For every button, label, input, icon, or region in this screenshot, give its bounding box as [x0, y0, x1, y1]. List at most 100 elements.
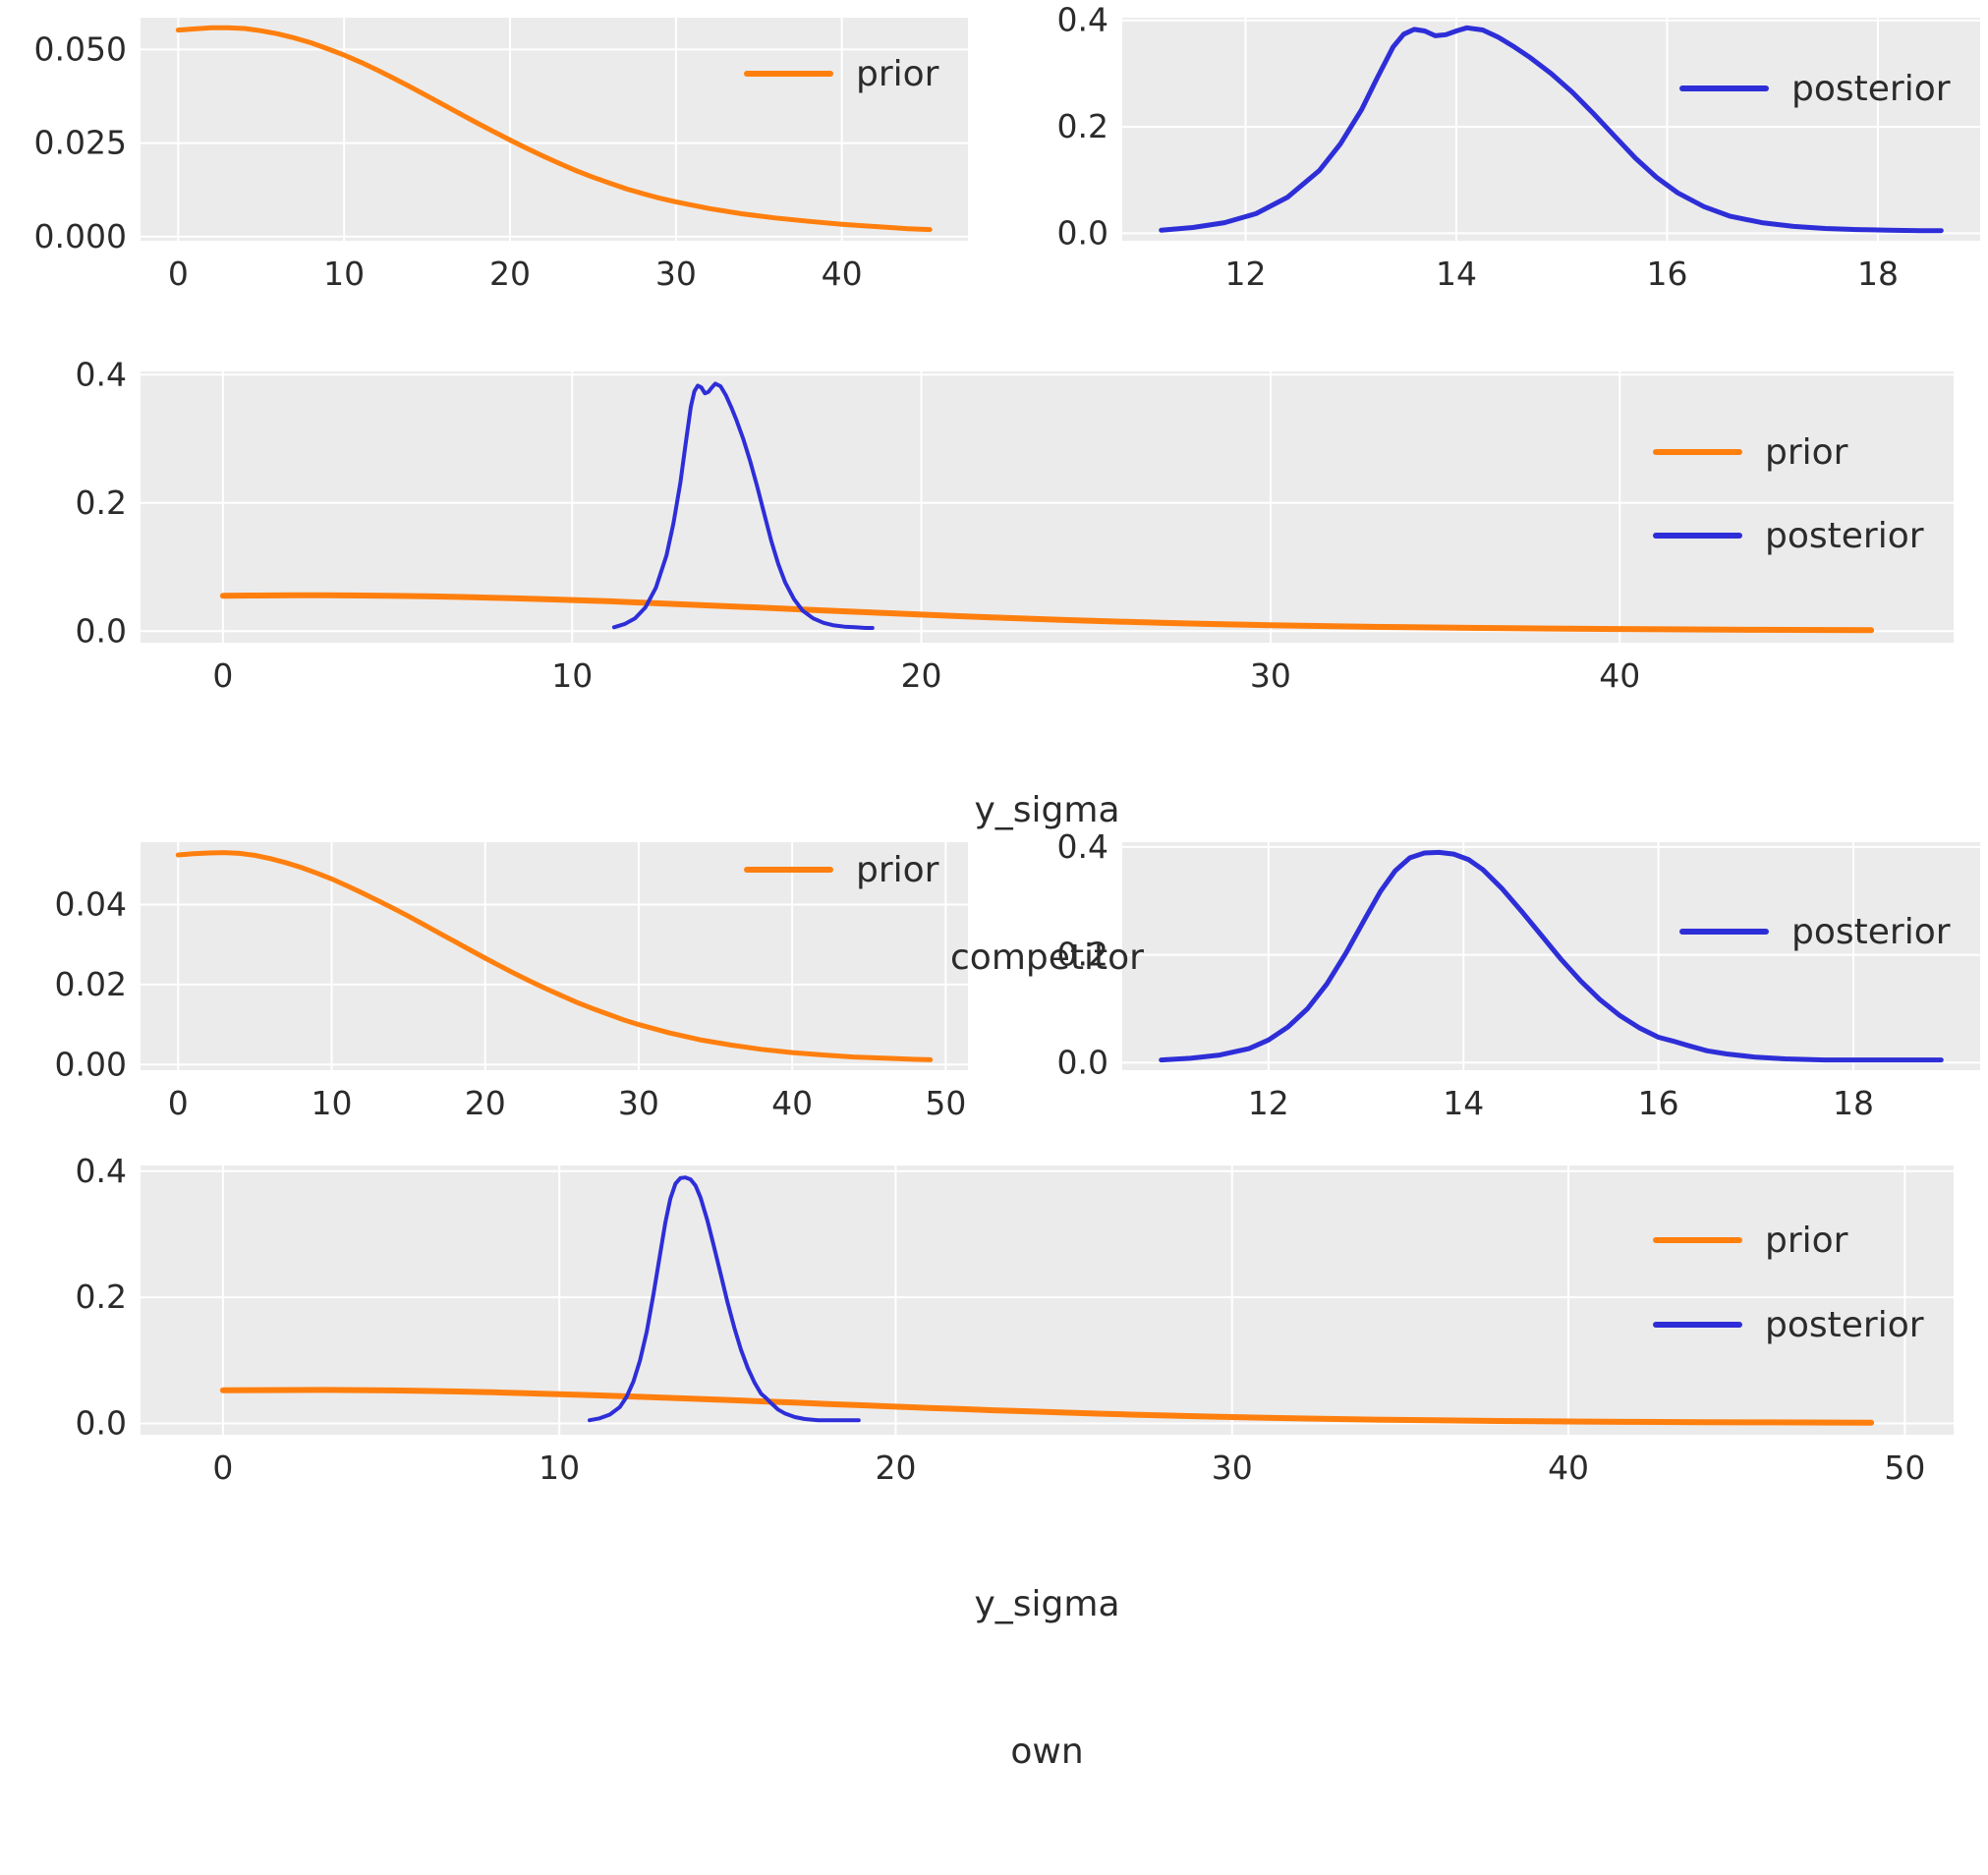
x-tick-label: 10	[551, 656, 593, 695]
y-tick-label: 0.0	[76, 611, 127, 650]
grid-lines	[1122, 842, 1980, 1070]
x-tick-label: 30	[655, 255, 697, 293]
xlabel-competitor-line1: y_sigma	[974, 790, 1120, 830]
y-tick-label: 0.000	[34, 217, 127, 256]
legend: posterior	[1679, 69, 1951, 109]
series-posterior-line	[1159, 25, 1944, 234]
xlabel-own-line2: own	[1010, 1732, 1084, 1772]
y-tick-label: 0.2	[1057, 107, 1108, 145]
chart-own-prior-small: 0 10 20 30 40 50 0.00 0.02 0.04 prior	[30, 819, 980, 1131]
x-tick-label: 30	[1212, 1449, 1253, 1487]
y-tick-label: 0.02	[55, 965, 127, 1003]
xlabel-competitor: y_sigma competitor	[141, 688, 1954, 1081]
plot-background	[1122, 18, 1980, 241]
grid-lines	[1122, 18, 1980, 241]
x-tick-label: 12	[1224, 255, 1266, 293]
x-tick-label: 40	[822, 255, 863, 293]
legend-label-posterior: posterior	[1765, 1305, 1924, 1345]
x-tick-label: 20	[489, 255, 531, 293]
series-posterior-line	[588, 1175, 861, 1423]
legend: prior posterior	[1653, 1221, 1924, 1345]
legend: prior	[744, 54, 939, 94]
x-tick-label: 20	[465, 1084, 506, 1122]
legend-label-prior: prior	[856, 850, 939, 890]
legend-label-prior: prior	[1765, 1221, 1848, 1261]
chart-svg-competitor-posterior-small: 12 14 16 18 0.0 0.2 0.4 posterior	[1057, 1, 1980, 293]
tick-labels: 0 10 20 30 40 50 0.00 0.02 0.04	[55, 884, 967, 1122]
y-tick-label: 0.0	[76, 1403, 127, 1442]
plot-background	[141, 842, 968, 1070]
x-tick-label: 14	[1443, 1084, 1484, 1122]
figure: 0 10 20 30 40 0.000 0.025 0.050 prior 12 14 16 18 0.…	[30, 0, 1988, 1772]
y-tick-label: 0.0	[1057, 1043, 1108, 1081]
xlabel-own-line1: y_sigma	[974, 1584, 1120, 1624]
xlabel-own: y_sigma own	[141, 1482, 1954, 1875]
plot-background	[141, 18, 968, 241]
legend: posterior	[1679, 912, 1951, 952]
x-tick-label: 18	[1833, 1084, 1874, 1122]
chart-svg-own-prior-small: 0 10 20 30 40 50 0.00 0.02 0.04 prior	[55, 842, 968, 1122]
y-tick-label: 0.04	[55, 884, 127, 923]
legend-label-posterior: posterior	[1791, 912, 1951, 952]
x-tick-label: 10	[311, 1084, 352, 1122]
series-prior-line	[175, 850, 934, 1062]
y-tick-label: 0.4	[1057, 1, 1108, 39]
legend-label-prior: prior	[1765, 432, 1848, 473]
y-tick-label: 0.025	[34, 124, 127, 162]
series-posterior-line	[1159, 849, 1944, 1063]
tick-labels: 0 10 20 30 40 50 0.0 0.2 0.4	[76, 1152, 1926, 1487]
plot-background	[141, 371, 1954, 643]
x-tick-label: 0	[212, 1449, 233, 1487]
xlabel-competitor-line2: competitor	[950, 938, 1144, 978]
x-tick-label: 14	[1436, 255, 1477, 293]
series-prior-line	[219, 592, 1875, 634]
x-tick-label: 50	[925, 1084, 966, 1122]
chart-svg-own-posterior-small: 12 14 16 18 0.0 0.2 0.4 posterior	[1057, 827, 1980, 1122]
chart-svg-competitor-prior-small: 0 10 20 30 40 0.000 0.025 0.050 prior	[34, 18, 968, 293]
plot-background	[141, 1165, 1954, 1435]
grid-lines	[141, 842, 968, 1070]
y-tick-label: 0.4	[76, 1152, 127, 1190]
legend-label-posterior: posterior	[1765, 516, 1924, 556]
tick-labels: 12 14 16 18 0.0 0.2 0.4	[1057, 827, 1875, 1122]
x-tick-label: 16	[1646, 255, 1687, 293]
x-tick-label: 12	[1248, 1084, 1289, 1122]
tick-labels: 0 10 20 30 40 0.0 0.2 0.4	[76, 355, 1641, 695]
y-tick-label: 0.050	[34, 29, 127, 68]
x-tick-label: 50	[1884, 1449, 1925, 1487]
y-tick-label: 0.2	[76, 1278, 127, 1316]
tick-labels: 12 14 16 18 0.0 0.2 0.4	[1057, 1, 1899, 293]
x-tick-label: 18	[1857, 255, 1899, 293]
chart-own-joint: 0 10 20 30 40 50 0.0 0.2 0.4 prior posterior	[30, 1142, 1965, 1496]
series-posterior-line	[611, 381, 875, 630]
plot-background	[1122, 842, 1980, 1070]
chart-competitor-prior-small: 0 10 20 30 40 0.000 0.025 0.050 prior	[30, 0, 980, 302]
y-tick-label: 0.4	[76, 355, 127, 393]
x-tick-label: 40	[771, 1084, 813, 1122]
y-tick-label: 0.2	[1057, 936, 1108, 974]
x-tick-label: 30	[1250, 656, 1291, 695]
chart-svg-own-joint: 0 10 20 30 40 50 0.0 0.2 0.4 prior posterior	[76, 1152, 1954, 1487]
x-tick-label: 40	[1548, 1449, 1589, 1487]
legend-label-prior: prior	[856, 54, 939, 94]
tick-labels: 0 10 20 30 40 0.000 0.025 0.050	[34, 29, 863, 293]
legend: prior posterior	[1653, 432, 1924, 556]
x-tick-label: 0	[168, 1084, 189, 1122]
y-tick-label: 0.0	[1057, 213, 1108, 252]
series-prior-line	[175, 25, 933, 233]
chart-competitor-posterior-small: 12 14 16 18 0.0 0.2 0.4 posterior	[1012, 0, 1988, 302]
y-tick-label: 0.2	[76, 483, 127, 522]
x-tick-label: 20	[875, 1449, 916, 1487]
x-tick-label: 0	[168, 255, 189, 293]
chart-competitor-joint: 0 10 20 30 40 0.0 0.2 0.4 prior posterior	[30, 348, 1965, 704]
legend-label-posterior: posterior	[1791, 69, 1951, 109]
x-tick-label: 40	[1599, 656, 1640, 695]
series-prior-line	[219, 1387, 1875, 1426]
legend: prior	[744, 850, 939, 890]
y-tick-label: 0.4	[1057, 827, 1108, 866]
chart-svg-competitor-joint: 0 10 20 30 40 0.0 0.2 0.4 prior posterior	[76, 355, 1954, 695]
x-tick-label: 10	[323, 255, 365, 293]
x-tick-label: 20	[901, 656, 942, 695]
x-tick-label: 30	[618, 1084, 659, 1122]
x-tick-label: 10	[539, 1449, 580, 1487]
